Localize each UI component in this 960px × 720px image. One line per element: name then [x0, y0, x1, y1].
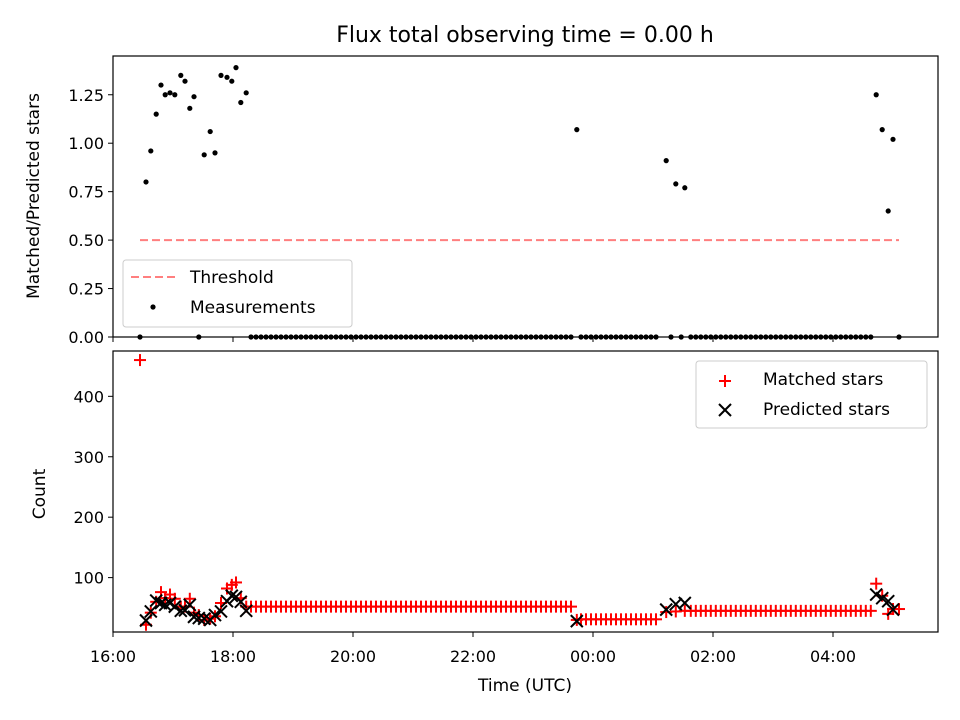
measurement-point	[244, 90, 249, 95]
measurements-legend-label: Measurements	[190, 298, 316, 318]
top-y-axis-label: Matched/Predicted stars	[24, 93, 44, 299]
bottom-y-axis-label: Count	[30, 468, 50, 519]
x-tick-label: 02:00	[690, 647, 736, 666]
bottom-y-tick-label: 300	[73, 448, 104, 467]
measurement-point	[182, 79, 187, 84]
matched-legend-label: Matched stars	[763, 370, 883, 390]
bottom-legend: Matched stars Predicted stars	[696, 361, 927, 428]
measurement-point	[890, 137, 895, 142]
measurement-point	[218, 73, 223, 78]
measurement-point	[191, 94, 196, 99]
x-tick-label: 20:00	[330, 647, 376, 666]
matched-star-point	[870, 578, 882, 590]
predicted-legend-label: Predicted stars	[763, 400, 890, 420]
measurement-point	[167, 90, 172, 95]
top-y-tick-label: 0.50	[68, 231, 104, 250]
top-legend: Threshold Measurements	[123, 260, 352, 327]
x-tick-label: 18:00	[210, 647, 256, 666]
x-tick-label: 00:00	[570, 647, 616, 666]
measurement-point	[148, 148, 153, 153]
measurement-point	[202, 152, 207, 157]
measurement-point	[233, 65, 238, 70]
top-panel: Flux total observing time = 0.00 h Match…	[24, 23, 938, 347]
bottom-y-tick-label: 100	[73, 569, 104, 588]
bottom-y-tick-label: 400	[73, 387, 104, 406]
top-y-tick-label: 0.25	[68, 280, 104, 299]
top-y-tick-label: 1.25	[68, 86, 104, 105]
bottom-y-tick-label: 200	[73, 508, 104, 527]
measurement-point	[154, 112, 159, 117]
measurement-point	[229, 79, 234, 84]
measurements-legend-swatch	[150, 304, 155, 309]
bottom-y-ticks: 100 200 300 400	[73, 387, 113, 587]
threshold-legend-label: Threshold	[189, 268, 274, 288]
measurement-point	[574, 127, 579, 132]
x-tick-label: 16:00	[90, 647, 136, 666]
figure: Flux total observing time = 0.00 h Match…	[0, 0, 960, 720]
measurement-point	[880, 127, 885, 132]
measurement-point	[212, 150, 217, 155]
measurement-point	[178, 73, 183, 78]
measurement-point	[664, 158, 669, 163]
measurement-point	[172, 92, 177, 97]
x-tick-label: 04:00	[810, 647, 856, 666]
measurement-point	[208, 129, 213, 134]
bottom-panel: Count Time (UTC) 100 200 300 400 16:00 18:00…	[30, 351, 938, 696]
measurement-point	[163, 92, 168, 97]
top-y-tick-label: 1.00	[68, 134, 104, 153]
top-y-ticks: 0.00 0.25 0.50 0.75 1.00 1.25	[68, 86, 113, 347]
chart-title: Flux total observing time = 0.00 h	[336, 23, 714, 48]
measurement-point	[682, 185, 687, 190]
measurement-point	[187, 106, 192, 111]
x-axis-label: Time (UTC)	[477, 676, 572, 696]
measurement-point	[158, 82, 163, 87]
measurement-point	[886, 208, 891, 213]
measurement-point	[874, 92, 879, 97]
matched-star-point	[134, 354, 146, 366]
measurement-point	[673, 181, 678, 186]
measurement-point	[224, 75, 229, 80]
measurement-point	[238, 100, 243, 105]
top-y-tick-label: 0.75	[68, 183, 104, 202]
x-tick-label: 22:00	[450, 647, 496, 666]
measurement-point	[143, 179, 148, 184]
top-y-tick-label: 0.00	[68, 328, 104, 347]
bottom-x-ticks: 16:00 18:00 20:00 22:00 00:00 02:00 04:00	[90, 632, 856, 666]
